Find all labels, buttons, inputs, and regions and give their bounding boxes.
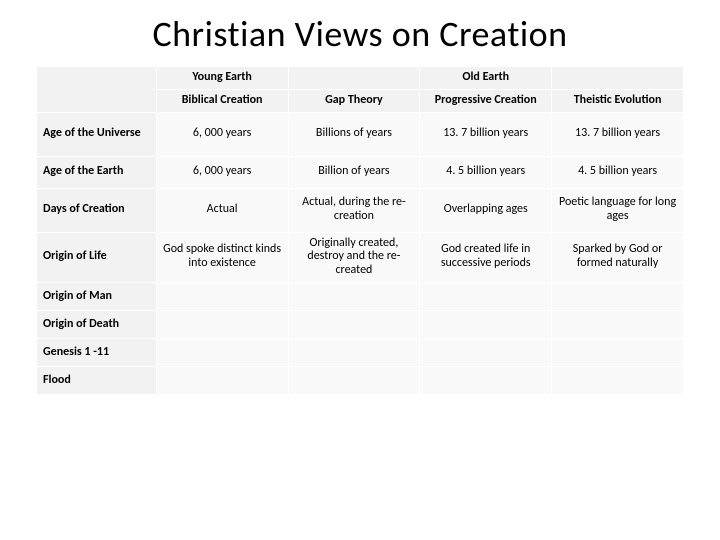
table-cell [420, 282, 552, 310]
row-label: Age of the Universe [37, 112, 157, 156]
row-label: Flood [37, 366, 157, 394]
super-header-theistic-blank [552, 67, 684, 90]
table-cell [552, 366, 684, 394]
table-row: Origin of Life God spoke distinct kinds … [37, 232, 684, 282]
table-cell: Sparked by God or formed naturally [552, 232, 684, 282]
table-header: Young Earth Old Earth Biblical Creation … [37, 67, 684, 113]
table-cell [420, 338, 552, 366]
table-cell: 4. 5 billion years [420, 156, 552, 188]
table-cell: God spoke distinct kinds into existence [156, 232, 288, 282]
table-cell [420, 310, 552, 338]
super-header-young: Young Earth [156, 67, 288, 90]
table-cell: 4. 5 billion years [552, 156, 684, 188]
table-cell: Billion of years [288, 156, 420, 188]
header-blank [37, 67, 157, 113]
table-cell [156, 338, 288, 366]
table-cell: Poetic language for long ages [552, 188, 684, 232]
creation-views-table: Young Earth Old Earth Biblical Creation … [36, 66, 684, 395]
col-header-gap: Gap Theory [288, 89, 420, 112]
table-cell: Originally created, destroy and the re-c… [288, 232, 420, 282]
row-label: Genesis 1 -11 [37, 338, 157, 366]
row-label: Origin of Man [37, 282, 157, 310]
table-cell: Actual [156, 188, 288, 232]
table-cell [552, 282, 684, 310]
table-row: Origin of Man [37, 282, 684, 310]
table-cell: 13. 7 billion years [420, 112, 552, 156]
table-cell: God created life in successive periods [420, 232, 552, 282]
table-row: Genesis 1 -11 [37, 338, 684, 366]
slide-container: Christian Views on Creation Young Earth … [0, 0, 720, 540]
table-cell: 6, 000 years [156, 156, 288, 188]
row-label: Origin of Death [37, 310, 157, 338]
table-cell [552, 310, 684, 338]
col-header-biblical: Biblical Creation [156, 89, 288, 112]
table-cell [288, 366, 420, 394]
table-cell [420, 366, 552, 394]
table-cell [288, 338, 420, 366]
col-header-progressive: Progressive Creation [420, 89, 552, 112]
col-header-theistic: Theistic Evolution [552, 89, 684, 112]
table-row: Origin of Death [37, 310, 684, 338]
table-body: Age of the Universe 6, 000 years Billion… [37, 112, 684, 394]
table-cell [288, 282, 420, 310]
table-cell: 13. 7 billion years [552, 112, 684, 156]
table-cell: 6, 000 years [156, 112, 288, 156]
table-cell [156, 310, 288, 338]
table-cell [156, 366, 288, 394]
table-cell: Overlapping ages [420, 188, 552, 232]
table-row: Days of Creation Actual Actual, during t… [37, 188, 684, 232]
table-row: Flood [37, 366, 684, 394]
page-title: Christian Views on Creation [36, 12, 684, 56]
table-row: Age of the Universe 6, 000 years Billion… [37, 112, 684, 156]
row-label: Days of Creation [37, 188, 157, 232]
table-cell: Actual, during the re-creation [288, 188, 420, 232]
table-row: Age of the Earth 6, 000 years Billion of… [37, 156, 684, 188]
super-header-gap-blank [288, 67, 420, 90]
table-cell: Billions of years [288, 112, 420, 156]
row-label: Origin of Life [37, 232, 157, 282]
table-cell [552, 338, 684, 366]
table-cell [156, 282, 288, 310]
row-label: Age of the Earth [37, 156, 157, 188]
table-cell [288, 310, 420, 338]
super-header-old: Old Earth [420, 67, 552, 90]
